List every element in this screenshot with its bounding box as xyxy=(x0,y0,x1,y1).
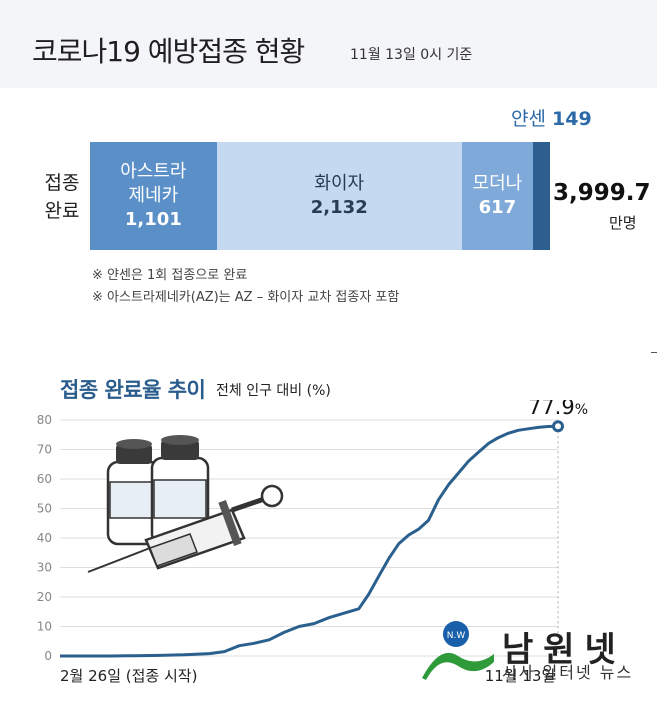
y-tick-label: 50 xyxy=(37,502,52,516)
segment-astrazeneca-name1: 아스트라 xyxy=(120,160,187,182)
segment-astrazeneca-value: 1,101 xyxy=(124,209,182,231)
janssen-label-name: 얀센 xyxy=(511,108,546,130)
y-tick-label: 70 xyxy=(37,443,52,457)
vaccine-stacked-bar: 아스트라 제네카 1,101 화이자 2,132 모더나 617 xyxy=(90,142,550,250)
footnote-az-cross: ※ 아스트라제네카(AZ)는 AZ – 화이자 교차 접종자 포함 xyxy=(92,290,400,305)
final-value-unit: % xyxy=(575,402,588,418)
y-tick-label: 80 xyxy=(37,413,52,427)
y-tick-label: 30 xyxy=(37,561,52,575)
completion-rate-series-line xyxy=(60,424,559,658)
trend-subtitle: 전체 인구 대비 (%) xyxy=(216,383,331,399)
y-axis-ticks: 0 10 20 30 40 50 60 70 80 xyxy=(37,413,52,663)
x-end-label: 11월 13일 xyxy=(485,667,556,685)
total-completed-unit: 만명 xyxy=(609,214,637,232)
segment-pfizer: 화이자 2,132 xyxy=(216,142,462,250)
header-band: 코로나19 예방접종 현황 11월 13일 0시 기준 xyxy=(0,0,657,88)
y-tick-label: 60 xyxy=(37,472,52,486)
final-value-label: 77.9% xyxy=(528,400,588,419)
segment-moderna-name: 모더나 xyxy=(472,172,523,194)
completion-row-label: 접종 완료 xyxy=(34,170,90,225)
completion-row-label-line2: 완료 xyxy=(44,199,80,222)
x-start-label: 2월 26일 (접종 시작) xyxy=(60,667,197,685)
segment-moderna: 모더나 617 xyxy=(461,142,533,250)
y-tick-label: 40 xyxy=(37,531,52,545)
logo-tagline: 시사 일터넷 뉴스 xyxy=(502,663,634,682)
total-completed-value: 3,999.7 xyxy=(553,180,651,206)
footnote-janssen: ※ 얀센은 1회 접종으로 완료 xyxy=(92,268,248,283)
final-value-point xyxy=(552,420,564,433)
janssen-label: 얀센 149 xyxy=(511,104,592,131)
trend-title: 접종 완료율 추이 xyxy=(60,378,206,402)
page-title: 코로나19 예방접종 현황 xyxy=(32,35,305,68)
syringe-icon xyxy=(87,484,284,573)
segment-astrazeneca-name2: 제네카 xyxy=(128,184,179,206)
logo-name: 남원넷 xyxy=(502,630,626,670)
divider-mark xyxy=(651,352,657,353)
segment-astrazeneca: 아스트라 제네카 1,101 xyxy=(90,142,217,250)
y-tick-label: 0 xyxy=(44,649,52,663)
final-value-number: 77.9 xyxy=(528,400,575,419)
y-tick-label: 20 xyxy=(37,590,52,604)
completion-row-label-line1: 접종 xyxy=(44,172,80,194)
page-subtitle: 11월 13일 0시 기준 xyxy=(350,47,473,63)
segment-janssen xyxy=(532,142,550,250)
segment-moderna-value: 617 xyxy=(478,197,517,218)
y-tick-label: 10 xyxy=(37,620,52,634)
janssen-label-value: 149 xyxy=(552,108,592,130)
completion-rate-line-chart: 0 10 20 30 40 50 60 70 80 77.9% 2월 26일 (접종 시작) 1… xyxy=(37,400,588,685)
logo-badge-text: N.W xyxy=(447,631,466,641)
segment-pfizer-name: 화이자 xyxy=(314,172,365,194)
namwon-net-logo-icon: N.W xyxy=(422,621,494,680)
segment-pfizer-value: 2,132 xyxy=(310,197,368,218)
